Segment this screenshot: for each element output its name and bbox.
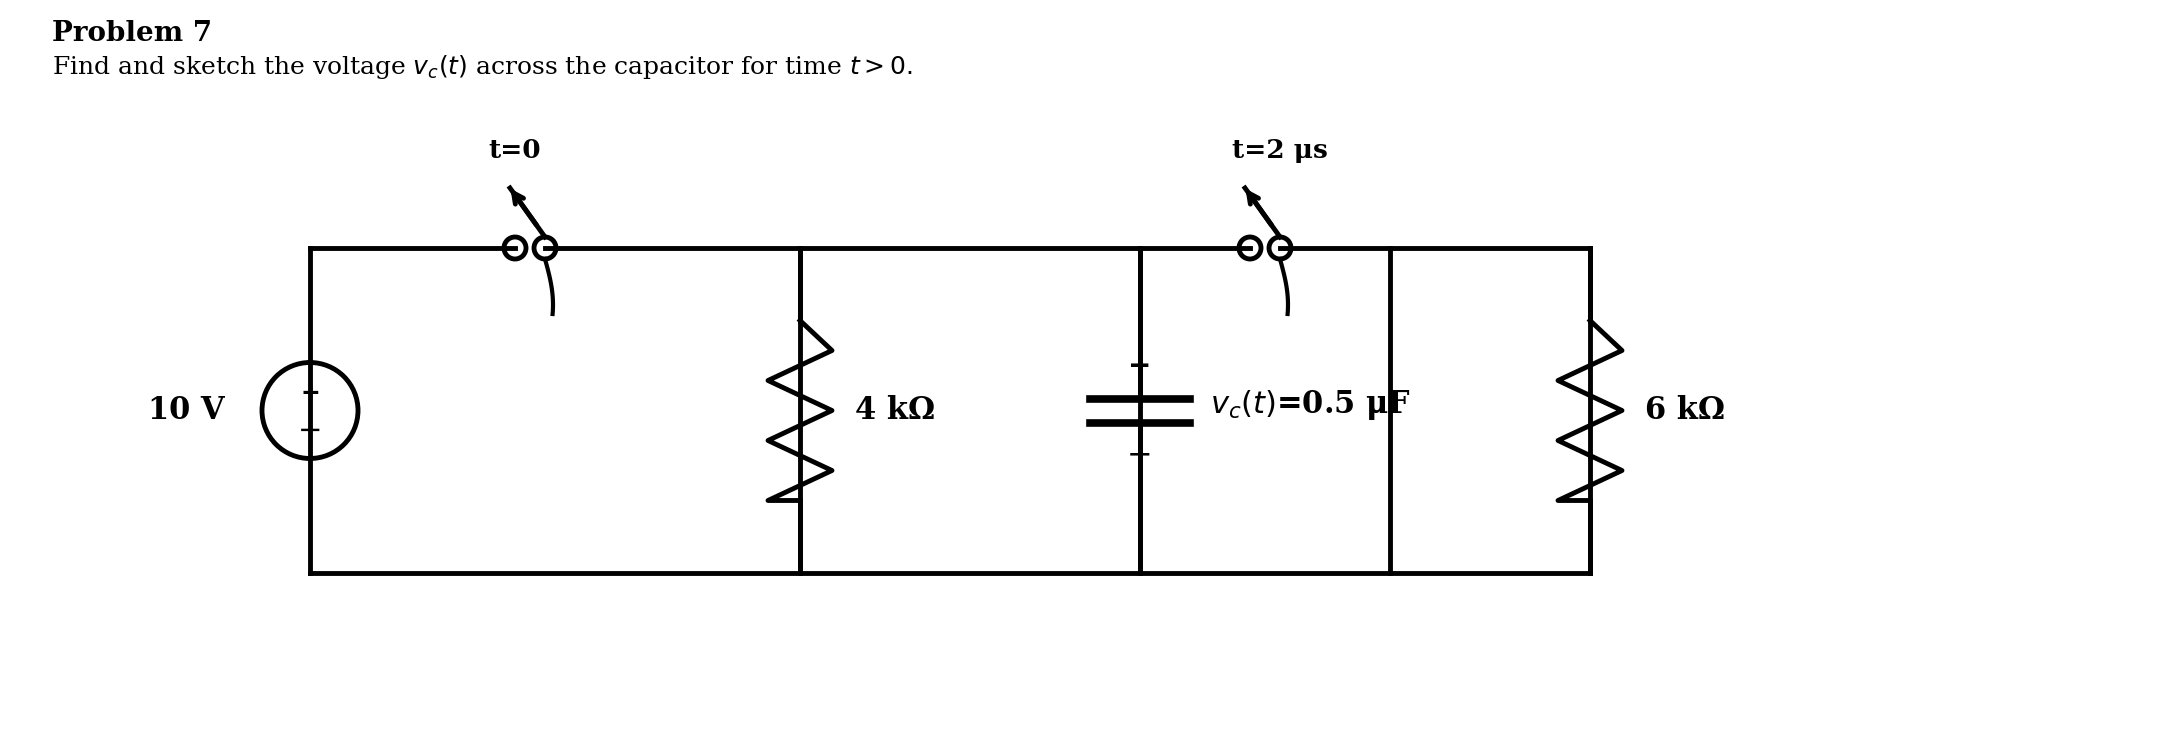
Text: t=2 μs: t=2 μs: [1233, 138, 1328, 163]
Text: +: +: [1128, 353, 1152, 381]
Text: −: −: [1126, 440, 1152, 469]
Text: Problem 7: Problem 7: [52, 20, 213, 47]
Text: 10 V: 10 V: [148, 395, 226, 426]
Text: +: +: [299, 382, 319, 405]
Text: −: −: [297, 416, 321, 444]
Text: 6 kΩ: 6 kΩ: [1645, 395, 1725, 426]
Text: 4 kΩ: 4 kΩ: [855, 395, 935, 426]
Text: t=0: t=0: [488, 138, 540, 163]
Text: $v_c(t)$=0.5 μF: $v_c(t)$=0.5 μF: [1211, 388, 1410, 422]
Text: Find and sketch the voltage $v_c(t)$ across the capacitor for time $t > 0.$: Find and sketch the voltage $v_c(t)$ acr…: [52, 53, 914, 81]
